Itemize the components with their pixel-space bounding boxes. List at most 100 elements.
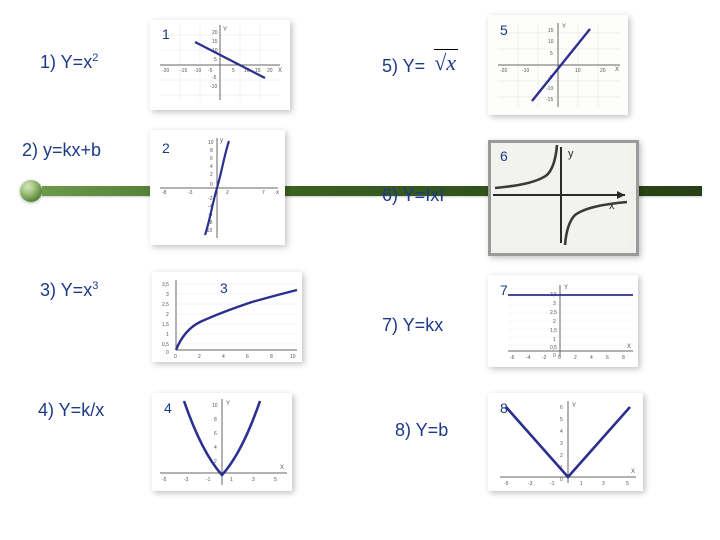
svg-text:-15: -15 — [180, 68, 187, 74]
label-f1: 1) Y=x2 — [40, 52, 98, 73]
svg-text:15: 15 — [548, 28, 554, 34]
svg-text:Y: Y — [226, 401, 230, 407]
svg-text:1: 1 — [166, 332, 169, 338]
svg-text:3: 3 — [252, 477, 255, 483]
svg-text:6: 6 — [246, 354, 249, 360]
svg-text:2: 2 — [166, 312, 169, 318]
svg-text:3,5: 3,5 — [162, 282, 169, 288]
card-number-5: 5 — [500, 22, 508, 38]
svg-text:3: 3 — [553, 301, 556, 307]
svg-text:0: 0 — [553, 353, 556, 359]
svg-text:0: 0 — [174, 354, 177, 360]
svg-text:y: y — [220, 138, 223, 144]
svg-text:20: 20 — [267, 68, 273, 74]
svg-text:3: 3 — [602, 481, 605, 487]
svg-text:Y: Y — [572, 403, 576, 409]
svg-text:5: 5 — [274, 477, 277, 483]
svg-text:6: 6 — [214, 431, 217, 437]
card-number-7: 7 — [500, 282, 508, 298]
svg-text:10: 10 — [548, 39, 554, 45]
svg-text:1: 1 — [230, 477, 233, 483]
svg-text:3: 3 — [560, 441, 563, 447]
svg-text:-5: -5 — [212, 75, 217, 81]
svg-text:X: X — [280, 465, 284, 471]
svg-text:y: y — [568, 148, 574, 160]
svg-text:6: 6 — [210, 156, 213, 162]
chart-7-svg: Y X 3,532,5 21,51 0,50 -6-4-2 024 68 — [488, 275, 638, 367]
svg-text:-20: -20 — [162, 68, 169, 74]
svg-text:-5: -5 — [162, 477, 167, 483]
svg-text:8: 8 — [214, 417, 217, 423]
svg-text:1: 1 — [580, 481, 583, 487]
svg-text:15: 15 — [212, 39, 218, 45]
svg-text:2: 2 — [553, 319, 556, 325]
accent-bullet — [20, 180, 42, 202]
chart-card-7: Y X 3,532,5 21,51 0,50 -6-4-2 024 68 — [488, 275, 638, 367]
svg-text:-2: -2 — [208, 196, 213, 202]
label-f3: 3) Y=x3 — [40, 280, 98, 301]
svg-text:2: 2 — [210, 172, 213, 178]
svg-text:10: 10 — [212, 403, 218, 409]
svg-text:-10: -10 — [522, 68, 529, 74]
svg-text:6: 6 — [606, 355, 609, 361]
svg-text:-10: -10 — [546, 86, 553, 92]
chart-card-2: y x 1086 420 -2-4-6 -8-10 -8-327 — [150, 130, 285, 245]
svg-text:2,5: 2,5 — [162, 302, 169, 308]
svg-text:-3: -3 — [528, 481, 533, 487]
svg-text:2: 2 — [226, 190, 229, 196]
chart-card-1: Y X -20 -15 -10 -5 5 10 15 20 20 15 10 5… — [150, 20, 290, 110]
svg-text:-10: -10 — [210, 84, 217, 90]
chart-card-4: Y X 1086 42 -5-3-1 135 — [152, 393, 292, 491]
label-f6: 6) Y=ΙxΙ — [382, 185, 444, 206]
chart-card-6: x y — [488, 140, 639, 256]
card-number-3: 3 — [220, 280, 228, 296]
svg-text:-1: -1 — [550, 481, 555, 487]
label-f2: 2) y=kx+b — [22, 140, 101, 161]
svg-text:-5: -5 — [208, 68, 213, 74]
svg-text:3: 3 — [166, 292, 169, 298]
label-f4: 4) Y=k/x — [38, 400, 104, 421]
svg-text:-3: -3 — [188, 190, 193, 196]
svg-text:2: 2 — [574, 355, 577, 361]
svg-text:2: 2 — [560, 453, 563, 459]
svg-text:4: 4 — [210, 164, 213, 170]
svg-text:20: 20 — [212, 30, 218, 36]
label-f5: 5) Y= √x — [382, 52, 458, 78]
label-f8: 8) Y=b — [395, 420, 448, 441]
svg-text:0,5: 0,5 — [550, 345, 557, 351]
chart-6-svg: x y — [491, 143, 630, 247]
svg-text:0,5: 0,5 — [162, 342, 169, 348]
svg-text:Y: Y — [562, 24, 566, 30]
svg-text:10: 10 — [208, 140, 214, 146]
svg-text:-4: -4 — [526, 355, 531, 361]
svg-text:2: 2 — [198, 354, 201, 360]
svg-text:-1: -1 — [206, 477, 211, 483]
svg-text:7: 7 — [262, 190, 265, 196]
svg-text:5: 5 — [214, 57, 217, 63]
svg-text:4: 4 — [590, 355, 593, 361]
svg-text:0: 0 — [210, 182, 213, 188]
svg-text:5: 5 — [626, 481, 629, 487]
svg-text:X: X — [631, 469, 635, 475]
svg-text:x: x — [276, 190, 279, 196]
svg-text:2,5: 2,5 — [550, 310, 557, 316]
card-number-2: 2 — [162, 140, 170, 156]
chart-5-svg: Y X 15105 -5-10-15 -20-10 1020 — [488, 15, 628, 115]
svg-text:4: 4 — [560, 429, 563, 435]
svg-text:-20: -20 — [500, 68, 507, 74]
svg-text:0: 0 — [560, 477, 563, 483]
svg-text:Y: Y — [564, 285, 568, 291]
svg-text:1: 1 — [553, 337, 556, 343]
svg-text:20: 20 — [600, 68, 606, 74]
svg-text:1,5: 1,5 — [162, 322, 169, 328]
svg-text:10: 10 — [290, 354, 296, 360]
svg-text:0: 0 — [166, 350, 169, 356]
chart-card-5: Y X 15105 -5-10-15 -20-10 1020 — [488, 15, 628, 115]
svg-text:1,5: 1,5 — [550, 328, 557, 334]
svg-text:5: 5 — [560, 417, 563, 423]
svg-text:X: X — [615, 67, 619, 73]
svg-text:x: x — [609, 200, 615, 212]
svg-text:0: 0 — [558, 355, 561, 361]
sqrt-icon: √x — [430, 50, 458, 75]
svg-text:-6: -6 — [510, 355, 515, 361]
